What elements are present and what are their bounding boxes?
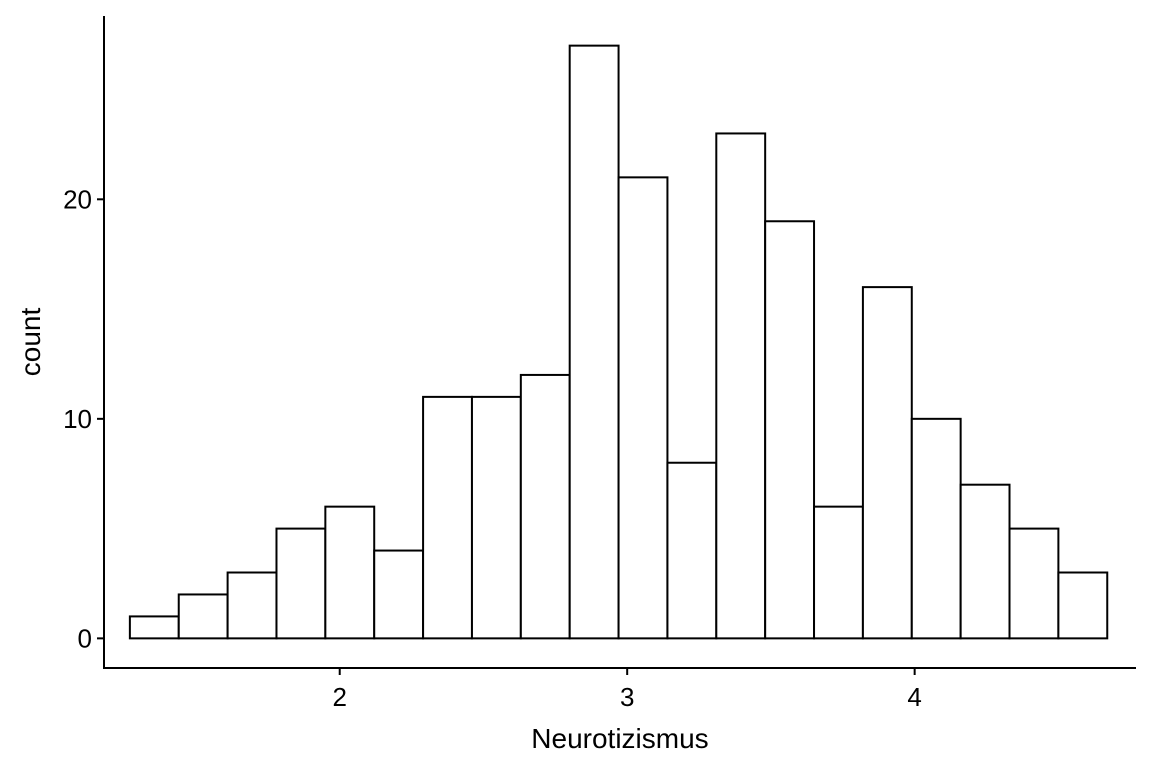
histogram-bar-15 [813,505,864,640]
histogram-bar-4 [275,527,327,640]
histogram-bar-8 [470,395,522,640]
y-tick-label-10: 10 [63,404,92,434]
x-axis-title: Neurotizismus [531,723,708,754]
y-tick-label-20: 20 [63,184,92,214]
histogram-bar-10 [568,44,620,640]
histogram-bar-6 [373,549,425,640]
histogram-bar-5 [324,505,376,640]
y-axis-ticks: 0 10 20 [63,184,104,653]
histogram-bar-3 [226,571,278,640]
histogram-bar-13 [715,132,767,640]
y-tick-label-0: 0 [78,623,92,653]
histogram-bar-16 [861,286,913,640]
histogram-bar-19 [1008,527,1060,640]
histogram-bar-2 [177,593,229,640]
histogram-bar-20 [1057,571,1109,640]
histogram-bar-7 [422,395,473,640]
x-tick-label-4: 4 [907,682,921,712]
histogram-bar-18 [959,483,1011,640]
histogram-bar-17 [910,417,962,640]
histogram-bar-1 [128,615,180,640]
x-tick-label-3: 3 [620,682,634,712]
x-tick-label-2: 2 [332,682,346,712]
histogram-bar-9 [519,373,571,640]
y-axis-title: count [15,308,46,377]
histogram-bar-14 [764,220,816,640]
histogram-bar-11 [617,176,669,640]
x-axis-ticks: 2 3 4 [332,668,922,712]
histogram-bar-12 [666,461,718,640]
histogram-bars [128,44,1109,640]
